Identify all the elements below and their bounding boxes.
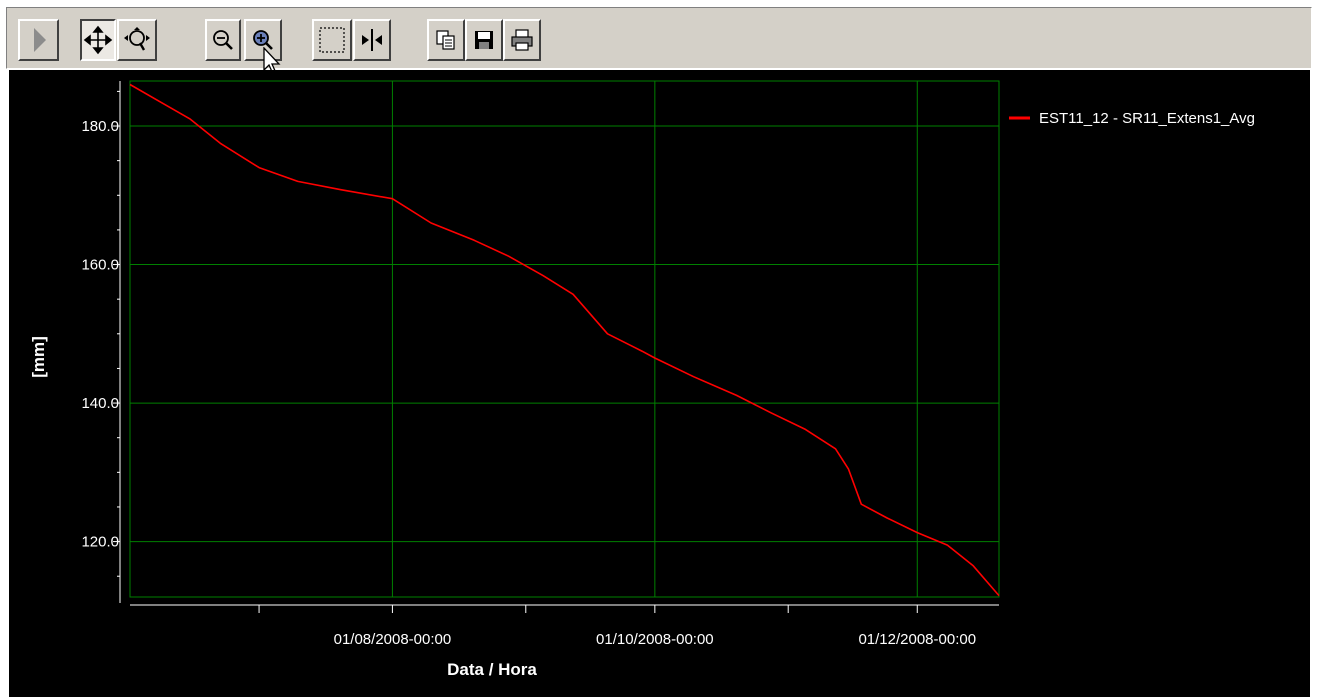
play-button[interactable] [18,19,59,61]
x-tick-label: 01/08/2008-00:00 [334,631,452,648]
legend-label: EST11_12 - SR11_Extens1_Avg [1039,110,1255,127]
pan-button[interactable] [80,19,116,61]
print-button[interactable] [503,19,541,61]
copy-icon [436,30,455,50]
series [129,83,1000,597]
print-icon [511,29,533,51]
legend: EST11_12 - SR11_Extens1_Avg [1009,110,1255,127]
y-tick-label: 120.0 [81,534,119,551]
y-tick-labels: 120.0 140.0 160.0 180.0 [81,118,119,551]
x-axis-title: Data / Hora [447,660,537,679]
zoom-out-icon [213,30,233,50]
pan-move-icon [83,25,113,55]
series-line [129,83,1000,597]
save-icon [475,31,493,49]
y-tick-label: 180.0 [81,118,119,135]
tick-marks [113,90,918,613]
chart-area: 120.0 140.0 160.0 180.0 01/08/2008-00:00 01/… [9,70,1310,697]
copy-button[interactable] [427,19,465,61]
y-axis-title: [mm] [29,336,48,378]
axes [119,81,999,606]
cursor-compare-button[interactable] [353,19,391,61]
zoom-in-button[interactable] [244,19,282,61]
y-tick-label: 140.0 [81,395,119,412]
save-button[interactable] [465,19,503,61]
x-tick-labels: 01/08/2008-00:00 01/10/2008-00:00 01/12/20… [334,631,976,648]
x-tick-label: 01/10/2008-00:00 [596,631,714,648]
plot-frame [129,80,1000,598]
zoom-fit-icon [124,27,150,51]
zoom-out-button[interactable] [205,19,241,61]
zoom-fit-button[interactable] [117,19,157,61]
select-region-button[interactable] [312,19,352,61]
vertical-cursor-icon [362,29,382,51]
x-tick-label: 01/12/2008-00:00 [858,631,976,648]
chart-toolbar [6,7,1312,75]
y-tick-label: 160.0 [81,257,119,274]
play-arrow-icon [33,28,46,52]
zoom-in-icon [253,30,273,50]
gridlines [129,80,1000,598]
select-rectangle-icon [319,27,345,53]
